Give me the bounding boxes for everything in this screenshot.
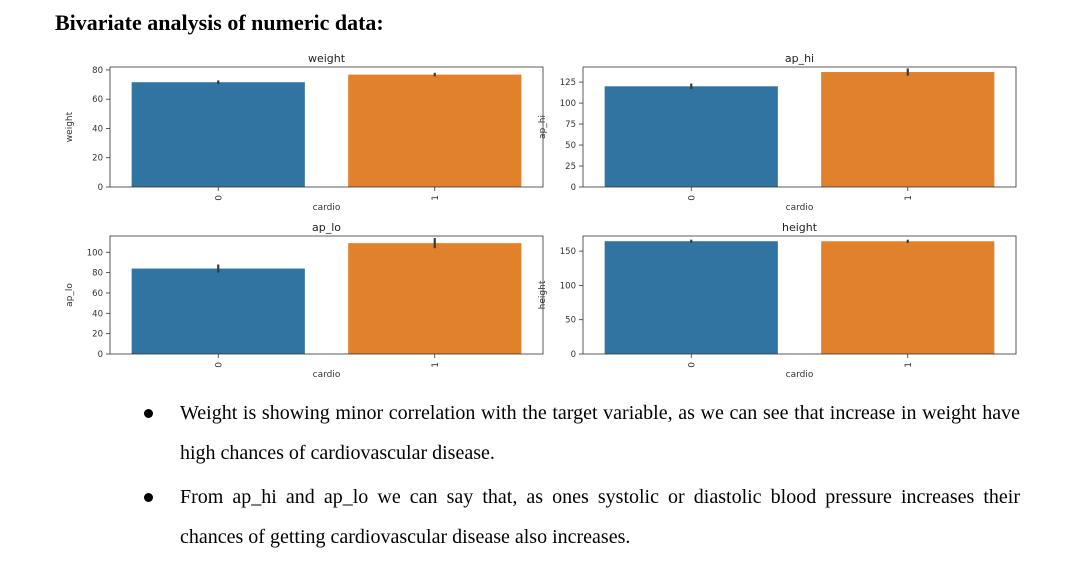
- bar-ap_lo-1: [348, 243, 522, 354]
- ytick-label-ap_hi-25: 25: [565, 162, 576, 172]
- ylabel-weight: weight: [65, 111, 75, 142]
- xlabel-ap_hi: cardio: [786, 203, 814, 213]
- ylabel-ap_lo: ap_lo: [65, 283, 75, 307]
- ytick-label-weight-80: 80: [92, 66, 103, 76]
- xtick-label-ap_hi-0: 0: [687, 195, 697, 201]
- observation-item-blood-pressure: From ap_hi and ap_lo we can say that, as…: [140, 477, 1020, 557]
- observations-list: Weight is showing minor correlation with…: [140, 393, 1020, 561]
- chart-title-weight: weight: [308, 52, 346, 65]
- bar-ap_lo-0: [131, 268, 305, 354]
- observation-text: From ap_hi and ap_lo we can say that, as…: [180, 486, 1020, 548]
- ytick-label-height-0: 0: [571, 350, 576, 360]
- ytick-label-weight-20: 20: [92, 154, 103, 164]
- ylabel-ap_hi: ap_hi: [538, 115, 548, 139]
- xtick-label-ap_lo-0: 0: [214, 362, 224, 368]
- bar-ap_hi-0: [604, 86, 778, 187]
- xtick-label-ap_hi-1: 1: [904, 195, 914, 201]
- ylabel-height: height: [538, 280, 548, 309]
- ytick-label-ap_lo-40: 40: [92, 309, 103, 319]
- axes-frame-weight: [109, 66, 544, 188]
- axes-frame-height: [582, 235, 1017, 355]
- xlabel-ap_lo: cardio: [313, 370, 341, 380]
- bar-ap_hi-1: [821, 72, 995, 187]
- xtick-label-weight-0: 0: [214, 195, 224, 201]
- bar-height-0: [604, 241, 778, 354]
- xtick-label-height-1: 1: [904, 362, 914, 368]
- observation-item-weight: Weight is showing minor correlation with…: [140, 393, 1020, 473]
- xlabel-height: cardio: [786, 370, 814, 380]
- xlabel-weight: cardio: [313, 203, 341, 213]
- axes-frame-ap_lo: [109, 235, 544, 355]
- ytick-label-ap_hi-0: 0: [571, 183, 576, 193]
- ytick-label-ap_lo-0: 0: [98, 350, 103, 360]
- ytick-label-ap_lo-100: 100: [87, 248, 103, 258]
- chart-title-ap_lo: ap_lo: [312, 221, 341, 234]
- xtick-label-weight-1: 1: [431, 195, 441, 201]
- ytick-label-height-50: 50: [565, 316, 576, 326]
- ytick-label-ap_lo-80: 80: [92, 269, 103, 279]
- ytick-label-height-100: 100: [560, 281, 576, 291]
- chart-title-height: height: [782, 221, 818, 234]
- ytick-label-ap_lo-60: 60: [92, 289, 103, 299]
- section-heading: Bivariate analysis of numeric data:: [55, 10, 384, 35]
- chart-title-ap_hi: ap_hi: [785, 52, 814, 65]
- ytick-label-weight-0: 0: [98, 183, 103, 193]
- ytick-label-height-150: 150: [560, 247, 576, 257]
- observation-text: Weight is showing minor correlation with…: [180, 402, 1020, 464]
- bar-height-1: [821, 241, 995, 354]
- bullet-icon: [144, 493, 153, 502]
- xtick-label-ap_lo-1: 1: [431, 362, 441, 368]
- ytick-label-ap_hi-125: 125: [560, 78, 576, 88]
- ytick-label-ap_lo-20: 20: [92, 330, 103, 340]
- bar-weight-0: [131, 82, 305, 187]
- ytick-label-weight-60: 60: [92, 95, 103, 105]
- ytick-label-weight-40: 40: [92, 124, 103, 134]
- xtick-label-height-0: 0: [687, 362, 697, 368]
- ytick-label-ap_hi-75: 75: [565, 120, 576, 130]
- ytick-label-ap_hi-100: 100: [560, 99, 576, 109]
- bar-weight-1: [348, 74, 522, 187]
- ytick-label-ap_hi-50: 50: [565, 141, 576, 151]
- bullet-icon: [144, 409, 153, 418]
- axes-frame-ap_hi: [582, 66, 1017, 188]
